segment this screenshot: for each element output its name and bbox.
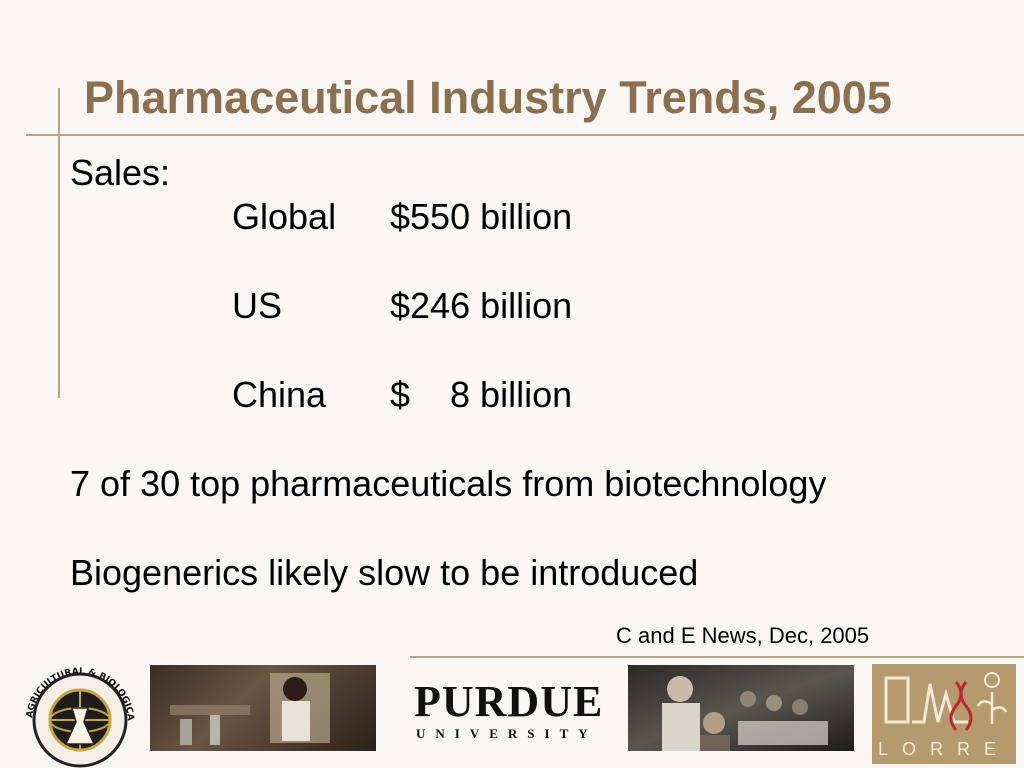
sales-value: $ 8 billion: [390, 374, 573, 415]
lab-photo: [150, 665, 376, 751]
point-biotech: 7 of 30 top pharmaceuticals from biotech…: [70, 463, 827, 504]
slide-title: Pharmaceutical Industry Trends, 2005: [84, 72, 892, 123]
horizontal-rule: [26, 134, 1024, 136]
footer-rule: [410, 656, 1024, 658]
citation: C and E News, Dec, 2005: [616, 623, 870, 648]
purdue-wordmark: PURDUE: [414, 677, 604, 726]
group-photo: [628, 665, 854, 751]
sales-region: Global: [232, 196, 337, 237]
lorre-logo: LORRE: [872, 664, 1016, 764]
lorre-label: LORRE: [877, 739, 1010, 759]
sales-value: $550 billion: [390, 196, 573, 237]
sales-region: China: [232, 374, 327, 415]
purdue-logo: PURDUE UNIVERSITY: [410, 676, 604, 746]
sales-value: $246 billion: [390, 285, 573, 326]
purdue-university-label: UNIVERSITY: [416, 726, 598, 741]
point-biogenerics: Biogenerics likely slow to be introduced: [70, 552, 699, 593]
vertical-rule: [58, 88, 60, 398]
lorre-emblem: [884, 672, 1008, 731]
sales-region: US: [232, 285, 283, 326]
sales-label: Sales:: [70, 152, 171, 193]
abe-seal-logo: AGRICULTURAL & BIOLOGICAL ENGINEERING: [18, 664, 135, 768]
